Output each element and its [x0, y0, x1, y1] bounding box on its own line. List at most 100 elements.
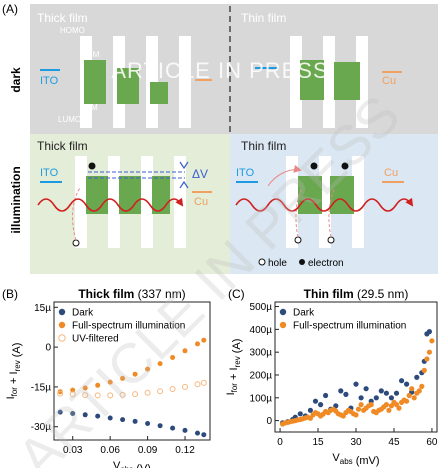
legend-label: Full-spectrum illumination	[72, 321, 185, 332]
legend-hole-icon	[258, 258, 266, 266]
electron-marker	[88, 162, 96, 170]
y-tick-label: 0	[45, 343, 51, 354]
legend-marker	[58, 321, 66, 329]
data-point-dark	[363, 386, 369, 392]
data-point-dark	[82, 412, 88, 418]
x-tick-label: 0.06	[100, 445, 120, 456]
hole-path	[72, 187, 81, 241]
x-tick-label: 15	[312, 437, 324, 448]
data-point-full-spectrum-illumination	[145, 366, 151, 372]
x-tick-label: 0	[277, 437, 283, 448]
lumo-label: LUMO	[58, 115, 81, 124]
plot-frame	[53, 301, 211, 441]
x-tick-label: 45	[388, 437, 400, 448]
data-point-dark	[201, 432, 207, 438]
legend-hole-text: hole	[268, 258, 287, 269]
molecule-bar	[356, 36, 368, 128]
data-point-dark	[95, 413, 101, 419]
data-point-full-spectrum-illumination	[404, 398, 410, 404]
hole-marker	[327, 236, 335, 244]
panel-label: (C)	[228, 287, 245, 301]
data-point-dark	[399, 378, 405, 384]
data-point-dark	[182, 427, 188, 433]
data-point-dark	[393, 390, 400, 396]
data-point-uv-filtered	[144, 389, 151, 396]
data-point-uv-filtered	[169, 386, 176, 392]
molecule-bar	[108, 156, 120, 248]
data-point-uv-filtered	[57, 390, 64, 397]
data-point-dark	[157, 423, 163, 429]
data-point-dark	[388, 395, 394, 401]
legend-marker	[58, 308, 66, 316]
band-block	[150, 82, 168, 104]
band-block	[152, 176, 170, 214]
data-point-full-spectrum-illumination	[406, 392, 412, 399]
data-point-dark	[312, 398, 319, 404]
data-point-full-spectrum-illumination	[195, 341, 200, 347]
row-label-illumination: illumination	[9, 166, 23, 233]
legend-marker	[279, 308, 287, 316]
data-point-full-spectrum-illumination	[132, 371, 138, 377]
data-point-dark	[404, 381, 410, 387]
data-point-dark	[107, 415, 113, 421]
data-point-uv-filtered	[132, 391, 139, 398]
data-point-dark	[414, 374, 420, 380]
molecule-bar	[352, 156, 364, 248]
x-axis-label: Vabs (V)	[113, 460, 151, 468]
x-tick-label: 0.09	[138, 445, 158, 456]
row-label-dark: dark	[9, 67, 23, 93]
data-point-full-spectrum-illumination	[386, 407, 392, 413]
data-point-full-spectrum-illumination	[82, 385, 88, 391]
light-wave-thin	[235, 197, 414, 212]
data-point-uv-filtered	[69, 391, 76, 398]
molecule-bar	[75, 156, 87, 248]
y-tick-label: 15µ	[34, 303, 51, 314]
data-point-dark	[373, 395, 379, 401]
data-point-dark	[297, 411, 303, 417]
electron-marker	[310, 162, 318, 170]
molecule-bar	[290, 36, 302, 128]
data-point-uv-filtered	[119, 391, 126, 398]
data-point-uv-filtered	[94, 392, 101, 399]
data-point-dark	[195, 430, 200, 436]
data-point-full-spectrum-illumination	[70, 387, 76, 393]
cu-label-dark-thin: Cu	[382, 75, 396, 87]
ito-label-illum-thick: ITO	[40, 167, 59, 179]
data-point-full-spectrum-illumination	[120, 375, 126, 381]
data-point-dark	[338, 388, 344, 394]
watermark-center: ARTICLE IN PRESS	[111, 58, 328, 83]
x-axis-label: Vabs (mV)	[332, 452, 379, 467]
y-tick-label: 300µ	[250, 348, 273, 359]
data-point-full-spectrum-illumination	[170, 355, 176, 360]
data-point-full-spectrum-illumination	[424, 356, 430, 362]
data-point-dark	[318, 402, 324, 408]
band-block	[334, 62, 360, 100]
y-axis-label: Ifor + Irev (A)	[5, 343, 23, 400]
molecule-bar	[323, 36, 335, 128]
legend-marker	[58, 334, 66, 342]
molecule-bar	[286, 156, 298, 248]
chart-thin-film: (C) Thin film (29.5 nm) 0 15 30 45 60 0 100µ 200µ…	[225, 287, 438, 467]
dark-thick-diagram: Thick film HOMO VBM CBM LUMO ITO	[37, 11, 212, 128]
data-point-full-spectrum-illumination	[182, 348, 188, 354]
chart-title: Thin film (29.5 nm)	[304, 287, 409, 301]
y-tick-label: -30µ	[31, 422, 51, 433]
data-point-dark	[378, 388, 384, 394]
delta-v-label: ΔV	[192, 167, 208, 181]
data-point-uv-filtered	[182, 383, 188, 390]
hole-path	[328, 187, 336, 238]
data-point-dark	[307, 407, 313, 413]
delta-v-arrow-bottom	[179, 180, 189, 189]
data-point-full-spectrum-illumination	[421, 367, 427, 373]
y-tick-label: -15µ	[31, 382, 51, 393]
data-point-dark	[383, 390, 389, 396]
legend-label: UV-filtered	[72, 334, 119, 345]
dark-thin-title: Thin film	[241, 11, 286, 25]
chart-thick-film: (B) Thick film (337 nm) 0.03 0.06 0.09 0.12 15…	[2, 287, 211, 468]
homo-label: HOMO	[60, 26, 85, 35]
illum-thick-diagram: Thick film ITO ΔV Cu	[37, 139, 212, 248]
data-point-dark	[170, 425, 176, 431]
light-wave-thick	[37, 197, 184, 212]
illum-thin-title: Thin film	[241, 139, 286, 153]
